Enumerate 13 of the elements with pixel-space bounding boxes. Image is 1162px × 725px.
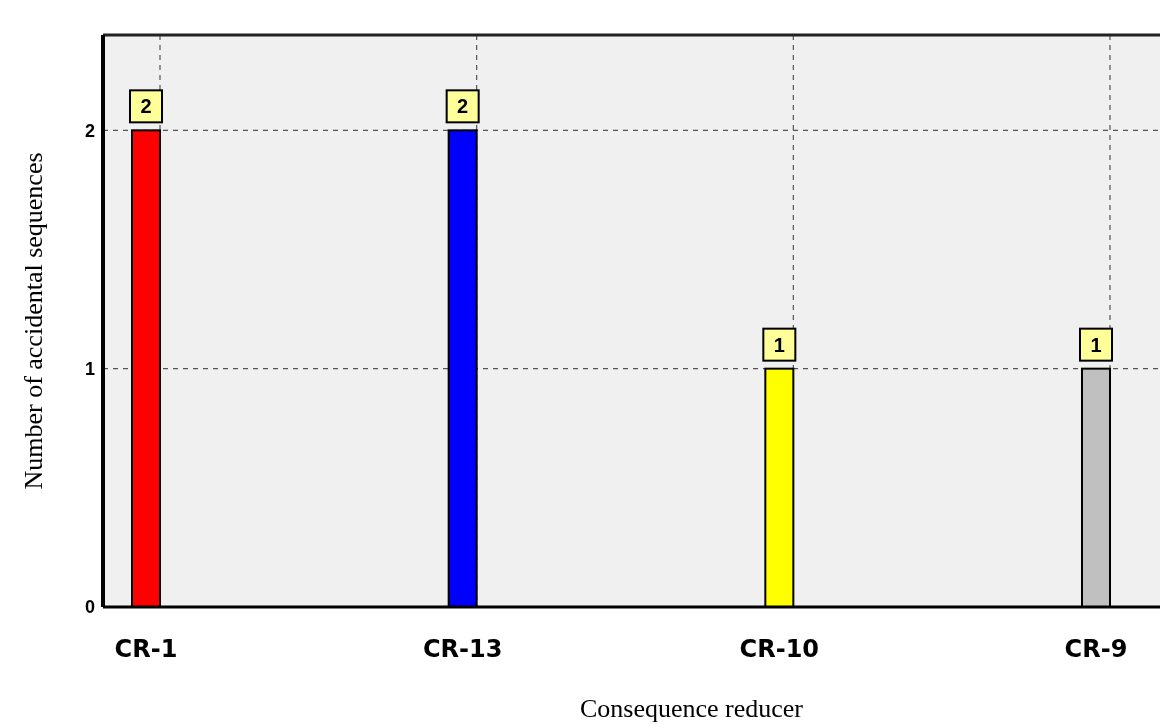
x-tick-label: CR-1 <box>114 635 178 663</box>
y-tick-label: 1 <box>84 358 95 379</box>
y-axis-title: Number of accidental sequences <box>19 152 48 490</box>
x-tick-label: CR-10 <box>739 635 820 663</box>
x-axis-title: Consequence reducer <box>579 694 804 723</box>
data-label: 2 <box>140 95 152 118</box>
data-label: 1 <box>773 333 785 356</box>
y-tick-label: 0 <box>84 597 95 618</box>
x-tick-label: CR-13 <box>422 635 503 663</box>
data-label: 1 <box>1090 333 1102 356</box>
x-tick-label: CR-9 <box>1064 635 1128 663</box>
y-tick-label: 2 <box>84 120 95 141</box>
data-label: 2 <box>457 95 469 118</box>
